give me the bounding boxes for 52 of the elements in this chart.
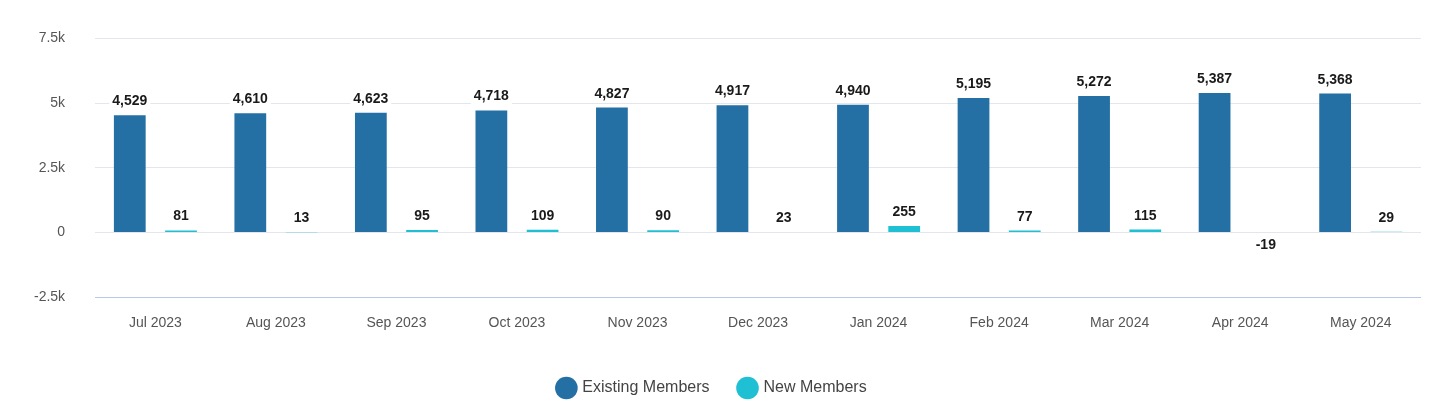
x-tick-label: Oct 2023 [488, 314, 546, 331]
x-tick-label: Jul 2023 [128, 314, 183, 331]
x-tick-label: Nov 2023 [607, 314, 668, 331]
data-label: 255 [892, 202, 917, 219]
data-label: 5,368 [1317, 70, 1353, 87]
data-label: 77 [1016, 207, 1033, 224]
bar [475, 110, 508, 232]
data-label: 5,195 [955, 75, 992, 92]
data-label: 4,940 [835, 81, 871, 98]
data-label: 81 [173, 207, 189, 224]
data-label: 4,610 [232, 90, 269, 107]
data-label: 23 [775, 208, 792, 225]
x-tick-label: Sep 2023 [366, 314, 427, 331]
bar [716, 105, 749, 232]
bar [1319, 93, 1351, 232]
bar [888, 225, 921, 232]
x-tick-label: Jan 2024 [849, 314, 908, 331]
bar [1198, 93, 1231, 232]
bar [113, 115, 146, 232]
bar [957, 98, 990, 232]
legend-label: Existing Members [582, 378, 710, 396]
y-tick-label: -2.5k [34, 288, 67, 305]
bar [596, 107, 628, 232]
x-tick-label: Aug 2023 [245, 314, 307, 331]
data-label: 4,718 [473, 87, 510, 104]
data-label: 109 [530, 206, 555, 223]
y-tick-label: 2.5k [38, 158, 67, 175]
data-label: 4,529 [112, 92, 148, 109]
y-tick-label: 7.5k [38, 29, 67, 46]
data-label: 4,917 [714, 82, 751, 99]
y-tick-label: 5k [50, 93, 67, 110]
bar [234, 113, 267, 232]
data-label: 4,827 [594, 84, 630, 101]
data-label: 5,387 [1197, 70, 1233, 87]
x-tick-label: Feb 2024 [969, 314, 1029, 331]
bar [354, 112, 387, 232]
legend-label: New Members [763, 378, 867, 396]
data-label: 115 [1133, 206, 1157, 223]
x-tick-label: May 2024 [1329, 314, 1392, 331]
bar [837, 104, 869, 232]
data-label: 13 [293, 209, 310, 226]
data-label: -19 [1255, 235, 1277, 252]
x-tick-label: Dec 2023 [728, 314, 789, 331]
y-tick-label: 0 [57, 223, 66, 240]
x-tick-label: Mar 2024 [1090, 314, 1150, 331]
data-label: 29 [1378, 208, 1395, 225]
data-label: 95 [414, 207, 431, 224]
bar [1078, 96, 1110, 232]
data-label: 90 [655, 207, 672, 224]
data-label: 5,272 [1076, 73, 1112, 90]
x-tick-label: Apr 2024 [1211, 314, 1269, 331]
data-label: 4,623 [353, 89, 389, 106]
